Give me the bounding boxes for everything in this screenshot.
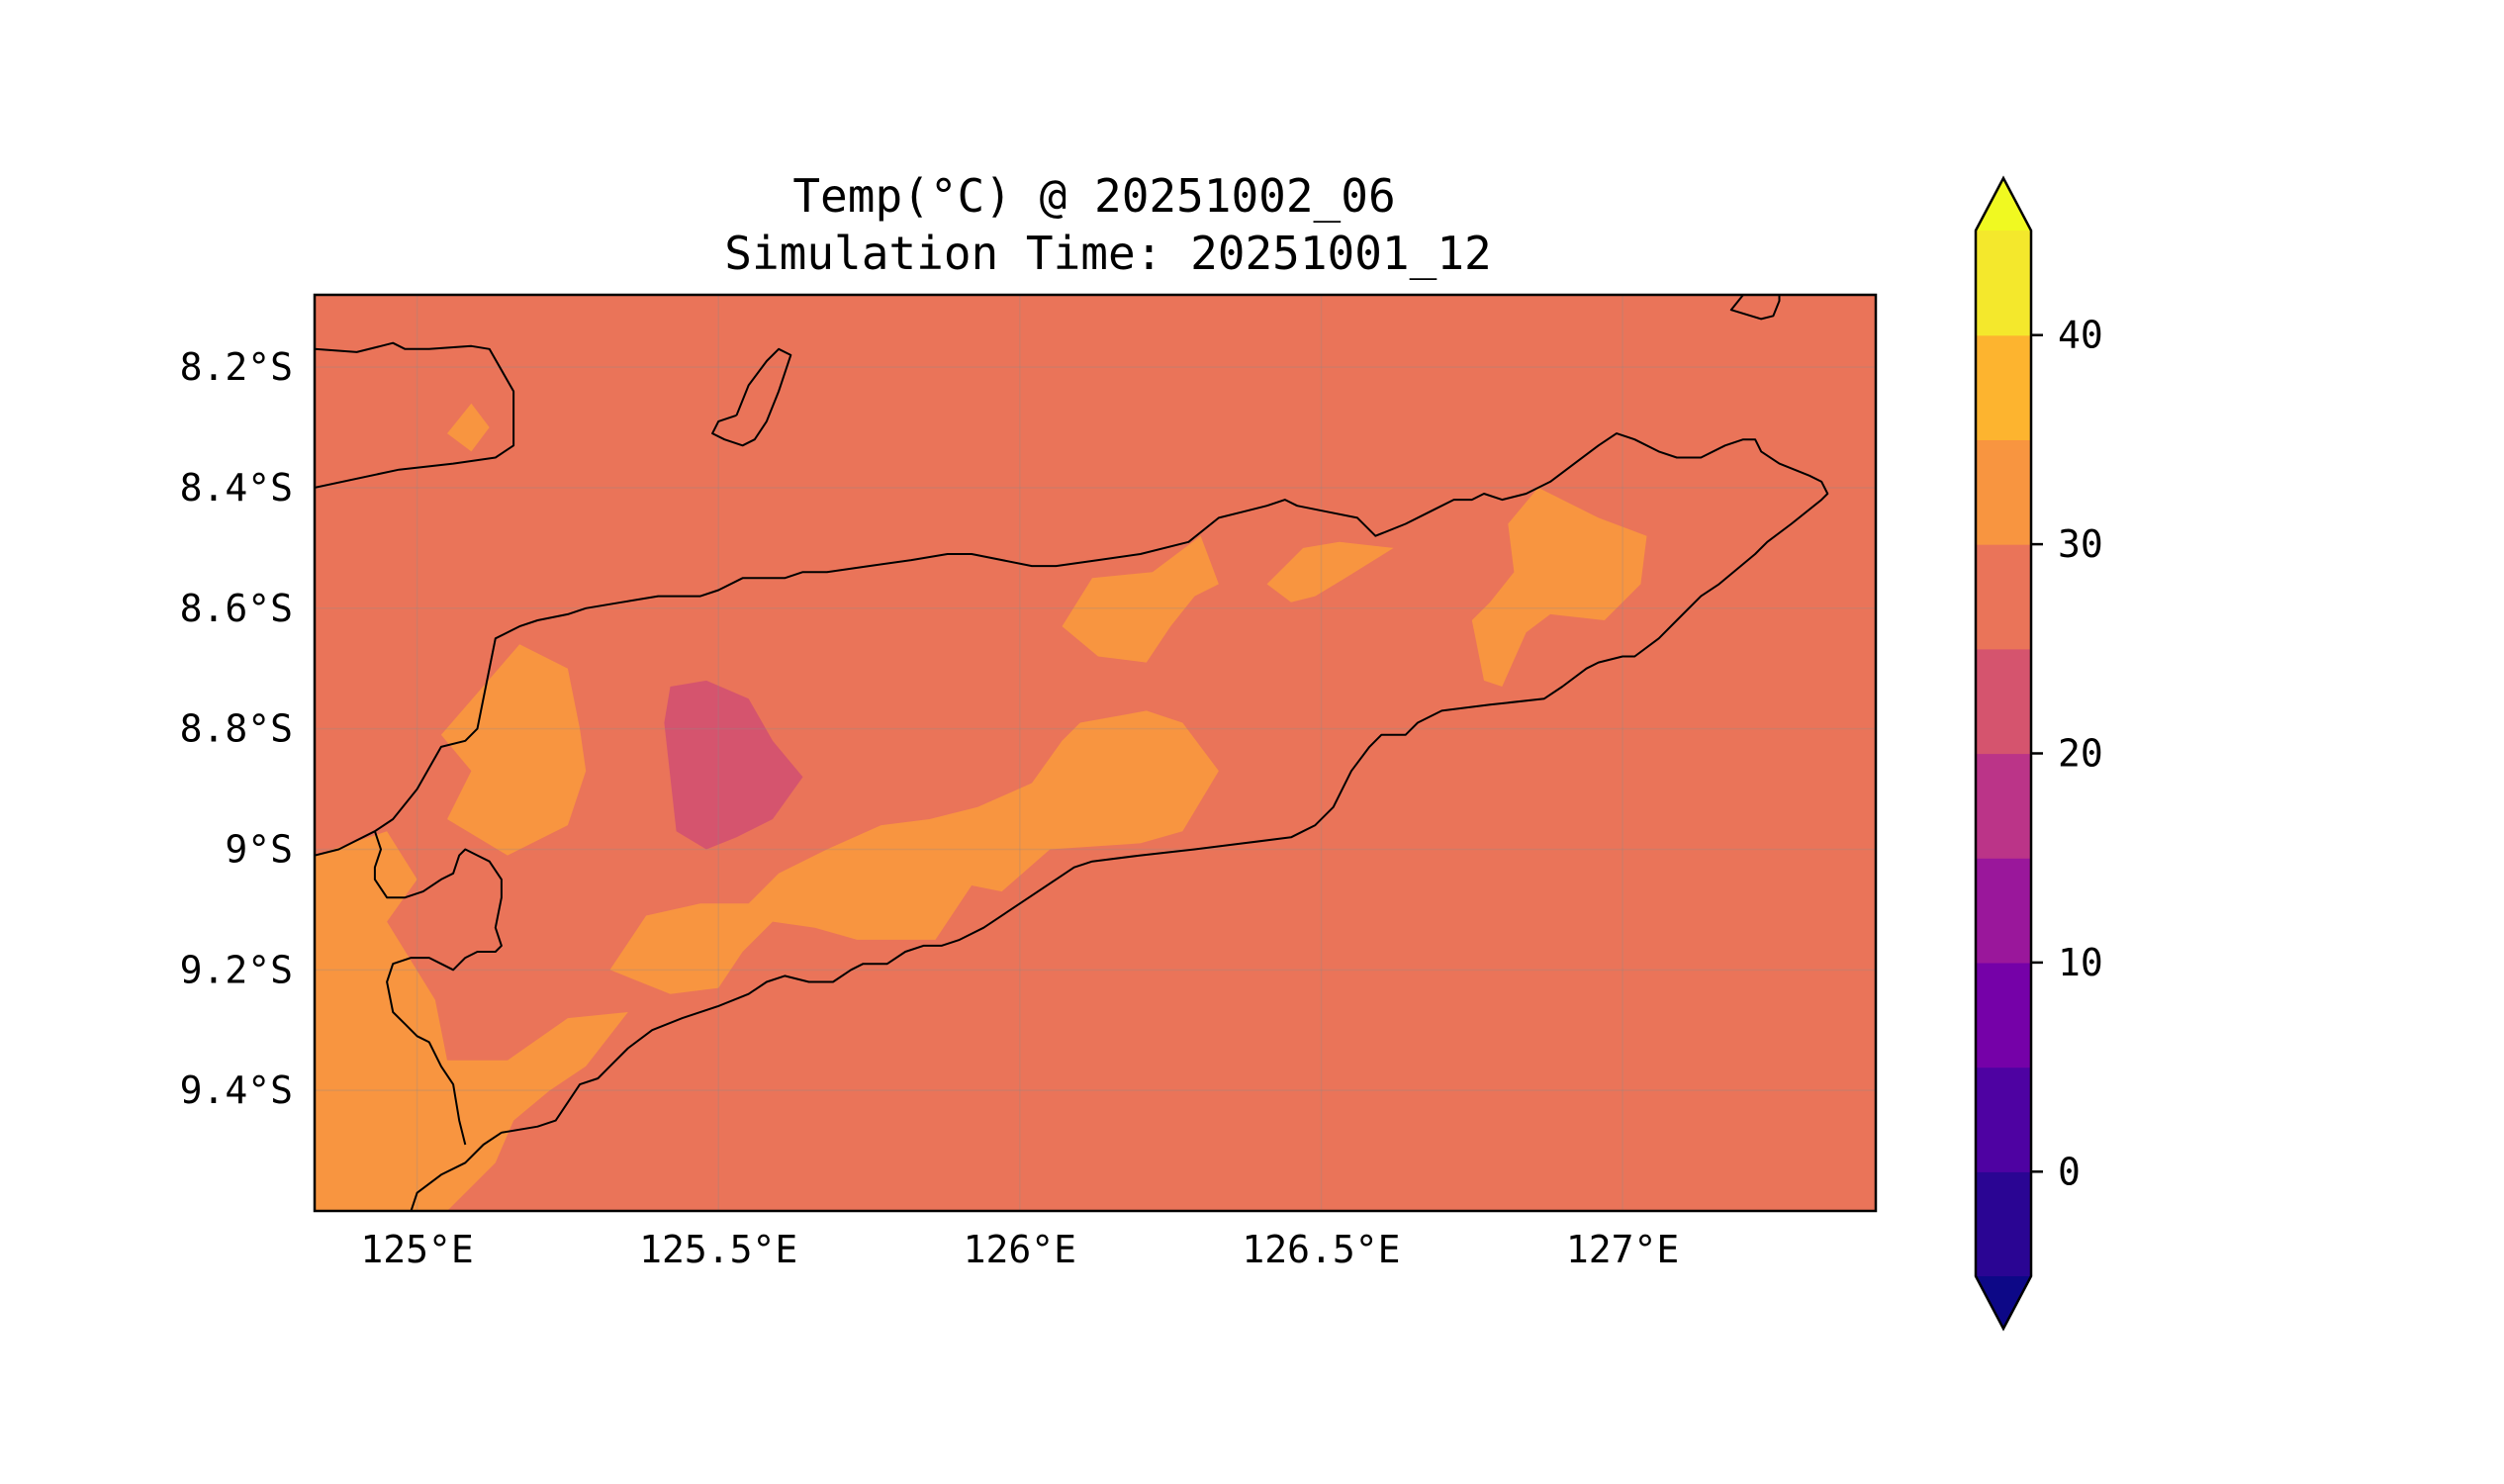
colorbar-under-arrow — [1976, 1276, 2031, 1329]
colorbar-tick-label-2: 10 — [2058, 941, 2103, 984]
map-frame — [313, 293, 1878, 1213]
map-title-line2: Simulation Time: 20251001_12 — [724, 227, 1491, 280]
colorbar-band-10 — [1976, 231, 2031, 336]
colorbar-band-3 — [1976, 962, 2031, 1068]
y-tick-label-3: 8.6°S — [180, 587, 293, 630]
temperature-region-5 — [1062, 535, 1219, 663]
coastline-1 — [315, 341, 515, 489]
temperature-region-4 — [609, 710, 1219, 994]
y-tick-label-2: 8.4°S — [180, 466, 293, 510]
colorbar-band-6 — [1976, 648, 2031, 755]
x-tick-label-4: 126.5°E — [1242, 1228, 1400, 1271]
temperature-region-3 — [315, 831, 628, 1211]
coastlines — [315, 295, 1829, 1211]
x-tick-label-2: 125.5°E — [639, 1228, 797, 1271]
map-gridlines — [315, 295, 1876, 1211]
map-title-line1: Temp(°C) @ 20251002_06 — [792, 169, 1395, 223]
y-tick-label-1: 8.2°S — [180, 345, 293, 389]
x-tick-label-1: 125°E — [360, 1228, 473, 1271]
colorbar-tick-label-1: 0 — [2058, 1150, 2081, 1193]
coastline-2 — [711, 347, 792, 447]
colorbar-band-2 — [1976, 1067, 2031, 1172]
longitude-ticks: 125°E 125.5°E 126°E 126.5°E 127°E — [360, 1228, 1679, 1271]
y-tick-label-5: 9°S — [225, 827, 293, 871]
temperature-region-8 — [664, 680, 803, 850]
colorbar-band-8 — [1976, 439, 2031, 545]
colorbar-over-arrow — [1976, 178, 2031, 231]
colorbar-band-9 — [1976, 334, 2031, 440]
colorbar-outline — [1974, 175, 2033, 1332]
temperature-regions — [315, 403, 1647, 1211]
latitude-ticks: 8.2°S 8.4°S 8.6°S 8.8°S 9°S 9.2°S 9.4°S — [180, 345, 293, 1112]
x-tick-label-3: 126°E — [964, 1228, 1076, 1271]
coastline-4 — [315, 432, 1829, 1211]
colorbar-tick-label-5: 40 — [2058, 314, 2103, 357]
colorbar-band-5 — [1976, 753, 2031, 859]
colorbar-band-1 — [1976, 1171, 2031, 1277]
temperature-region-1 — [447, 403, 490, 452]
colorbar-tick-label-3: 20 — [2058, 732, 2103, 776]
temperature-region-6 — [1266, 541, 1394, 603]
map-axes: 125°E 125.5°E 126°E 126.5°E 127°E 8.2°S 8.4°S… — [180, 293, 1878, 1271]
temperature-region-7 — [1471, 487, 1647, 687]
colorbar-band-7 — [1976, 544, 2031, 650]
colorbar-tick-label-4: 30 — [2058, 522, 2103, 566]
colorbar: 0 10 20 30 40 — [1974, 175, 2103, 1332]
x-tick-label-5: 127°E — [1566, 1228, 1679, 1271]
y-tick-label-6: 9.2°S — [180, 948, 293, 991]
temperature-region-2 — [440, 644, 587, 856]
coastline-3 — [1729, 295, 1781, 321]
y-tick-label-7: 9.4°S — [180, 1068, 293, 1112]
y-tick-label-4: 8.8°S — [180, 707, 293, 751]
colorbar-band-4 — [1976, 858, 2031, 964]
coastline-5 — [373, 830, 503, 1146]
